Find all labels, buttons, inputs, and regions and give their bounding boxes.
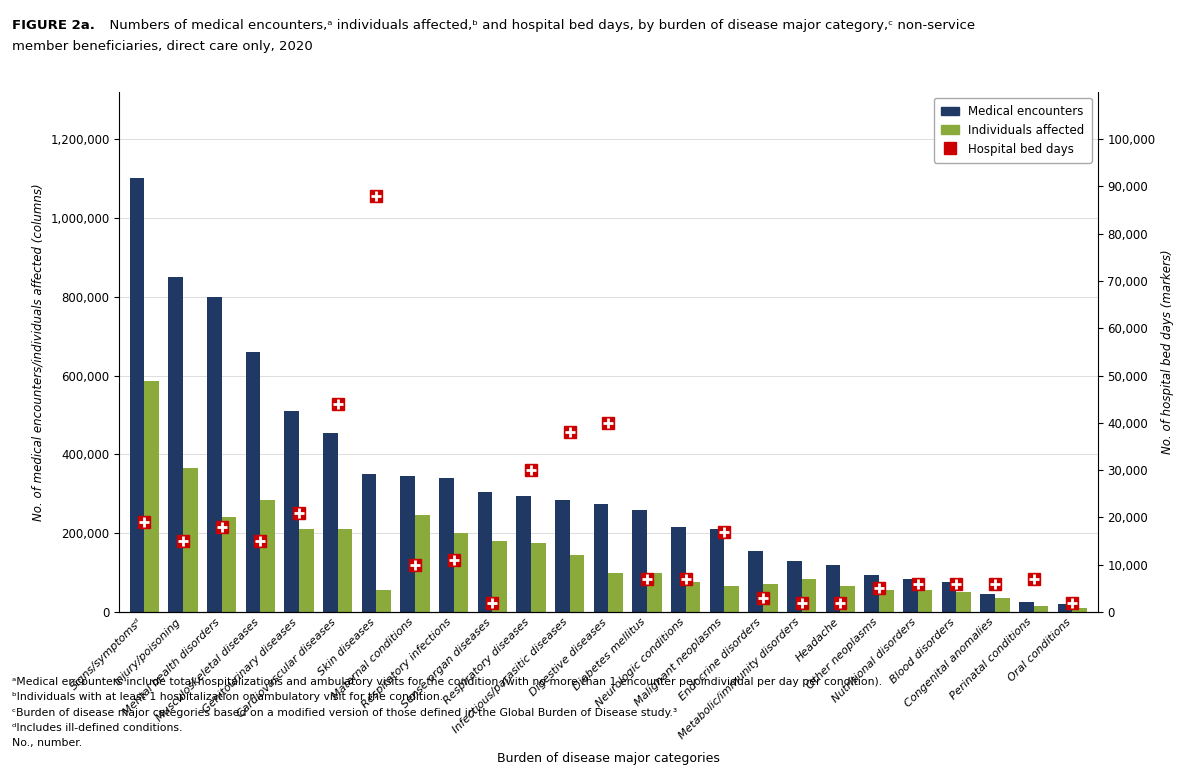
- Bar: [941, 582, 957, 612]
- Bar: [724, 587, 740, 612]
- Text: Numbers of medical encounters,ᵃ individuals affected,ᵇ and hospital bed days, by: Numbers of medical encounters,ᵃ individu…: [101, 19, 976, 32]
- Bar: [246, 352, 260, 612]
- Text: ᵃMedical encounters include total hospitalizations and ambulatory visits for the: ᵃMedical encounters include total hospit…: [12, 677, 882, 687]
- Bar: [1034, 606, 1049, 612]
- Bar: [130, 178, 144, 612]
- Bar: [647, 572, 662, 612]
- X-axis label: Burden of disease major categories: Burden of disease major categories: [497, 753, 719, 765]
- Bar: [764, 584, 778, 612]
- Bar: [168, 277, 183, 612]
- Bar: [903, 578, 917, 612]
- Bar: [995, 598, 1009, 612]
- Text: No., number.: No., number.: [12, 738, 82, 748]
- Bar: [299, 529, 314, 612]
- Bar: [981, 594, 995, 612]
- Bar: [377, 591, 391, 612]
- Y-axis label: No. of hospital bed days (markers): No. of hospital bed days (markers): [1161, 249, 1174, 454]
- Text: member beneficiaries, direct care only, 2020: member beneficiaries, direct care only, …: [12, 40, 313, 53]
- Bar: [517, 496, 531, 612]
- Bar: [826, 565, 840, 612]
- Legend: Medical encounters, Individuals affected, Hospital bed days: Medical encounters, Individuals affected…: [934, 98, 1092, 163]
- Bar: [1058, 604, 1073, 612]
- Bar: [710, 529, 724, 612]
- Bar: [787, 561, 802, 612]
- Bar: [555, 500, 570, 612]
- Bar: [477, 492, 493, 612]
- Bar: [748, 551, 764, 612]
- Y-axis label: No. of medical encounters/individuals affected (columns): No. of medical encounters/individuals af…: [32, 183, 44, 521]
- Bar: [686, 582, 700, 612]
- Bar: [840, 587, 855, 612]
- Bar: [865, 575, 879, 612]
- Bar: [917, 591, 933, 612]
- Bar: [608, 572, 623, 612]
- Bar: [1019, 602, 1034, 612]
- Bar: [1073, 608, 1087, 612]
- Bar: [493, 541, 507, 612]
- Bar: [401, 476, 415, 612]
- Bar: [284, 411, 299, 612]
- Text: ᶜBurden of disease major categories based on a modified version of those defined: ᶜBurden of disease major categories base…: [12, 708, 678, 718]
- Text: ᵇIndividuals with at least 1 hospitalization or ambulatory visit for the conditi: ᵇIndividuals with at least 1 hospitaliza…: [12, 692, 443, 702]
- Text: FIGURE 2a.: FIGURE 2a.: [12, 19, 94, 32]
- Bar: [222, 517, 236, 612]
- Bar: [323, 433, 338, 612]
- Bar: [260, 500, 276, 612]
- Bar: [361, 474, 377, 612]
- Bar: [802, 578, 816, 612]
- Bar: [594, 503, 608, 612]
- Bar: [570, 555, 585, 612]
- Bar: [415, 516, 429, 612]
- Bar: [439, 478, 453, 612]
- Bar: [879, 591, 894, 612]
- Bar: [208, 297, 222, 612]
- Bar: [672, 527, 686, 612]
- Bar: [144, 382, 159, 612]
- Bar: [531, 543, 545, 612]
- Bar: [183, 468, 198, 612]
- Bar: [453, 533, 469, 612]
- Bar: [957, 592, 971, 612]
- Bar: [338, 529, 352, 612]
- Text: ᵈIncludes ill-defined conditions.: ᵈIncludes ill-defined conditions.: [12, 723, 183, 733]
- Bar: [632, 509, 647, 612]
